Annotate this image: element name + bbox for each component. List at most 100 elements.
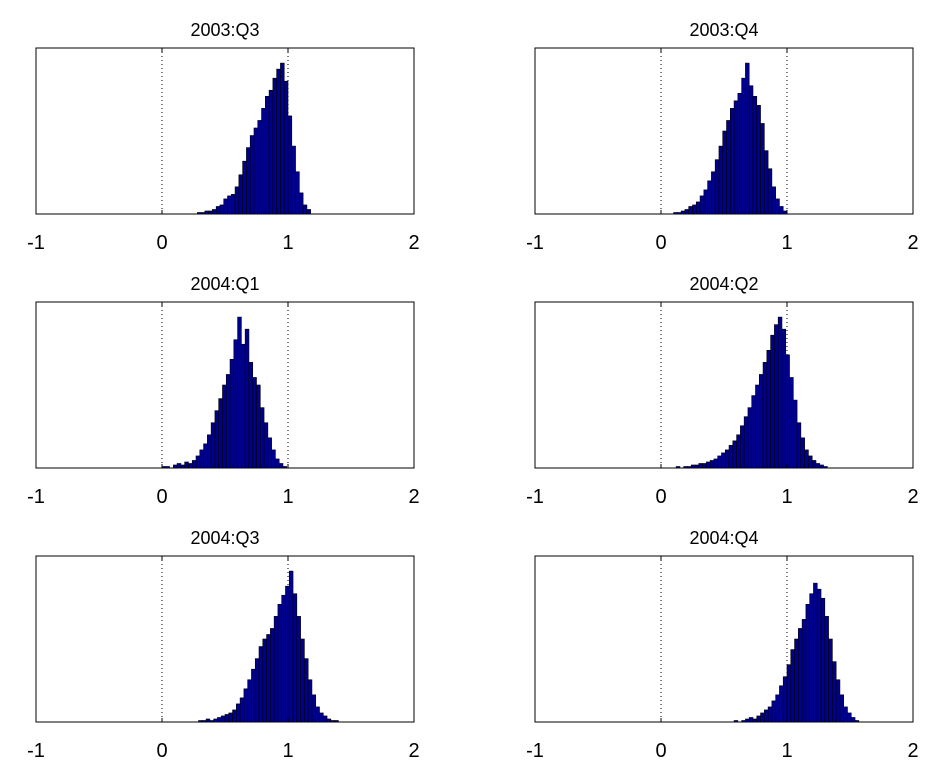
histogram-bar: [207, 434, 212, 469]
histogram-bar: [200, 212, 206, 215]
histogram-bar: [820, 597, 826, 723]
histogram-bar: [811, 460, 817, 469]
histogram-bar: [832, 661, 837, 723]
histogram-bar: [823, 466, 828, 469]
histogram-bar: [782, 676, 788, 723]
histogram-bar: [196, 212, 202, 215]
histogram-bar: [786, 664, 792, 723]
histogram-bar: [285, 585, 290, 723]
histogram-bar: [225, 374, 231, 469]
histogram-bar: [692, 204, 697, 215]
histogram-bar: [714, 159, 720, 215]
histogram-bar: [718, 145, 724, 215]
histogram-bar: [315, 706, 320, 723]
histogram-bar: [828, 638, 833, 723]
histogram-bar: [277, 603, 283, 723]
x-tick-label: 2: [408, 740, 419, 762]
histogram-bar: [267, 437, 272, 469]
histogram-bar: [758, 374, 764, 469]
panel-title: 2003:Q3: [190, 20, 259, 40]
histogram-bar: [766, 349, 771, 469]
histogram-bar: [273, 616, 279, 723]
histogram-bar: [252, 377, 257, 469]
histogram-bar: [698, 463, 703, 469]
histogram-bar: [322, 715, 328, 723]
histogram-bar: [300, 638, 305, 723]
histogram-bar: [796, 422, 802, 469]
histogram-bar: [334, 720, 339, 723]
histogram-bar: [258, 646, 264, 723]
x-tick-label: -1: [526, 486, 544, 508]
histogram-bar: [198, 720, 203, 723]
histogram-bar: [228, 712, 233, 723]
histogram-bar: [702, 463, 707, 469]
histogram-bar: [266, 634, 271, 723]
panel-title: 2004:Q4: [689, 528, 758, 548]
histogram-bar: [789, 377, 794, 469]
axes-box: [534, 301, 914, 469]
histogram-bar: [798, 628, 803, 723]
histogram-bar: [687, 466, 692, 469]
histogram-bar: [176, 463, 182, 469]
histogram-bar: [794, 638, 799, 723]
histogram-bar: [259, 407, 265, 469]
histogram-bar: [726, 120, 731, 215]
histogram-bar: [800, 437, 805, 469]
histogram-bar: [270, 628, 275, 723]
histogram-bar: [751, 395, 756, 469]
histogram-bar: [165, 466, 170, 469]
histogram-bar: [745, 62, 750, 215]
histogram-bar: [694, 464, 700, 469]
histogram-bar: [299, 192, 304, 215]
histogram-bar: [839, 694, 844, 723]
histogram-bar: [246, 147, 251, 215]
x-tick-label: 2: [907, 232, 918, 254]
histogram-bar: [770, 334, 775, 469]
histogram-bar: [241, 343, 246, 469]
histogram-bar: [180, 464, 185, 469]
histogram-bar: [741, 720, 746, 723]
histogram-bar: [232, 709, 237, 723]
histogram-bar: [319, 712, 324, 723]
histogram-bar: [287, 115, 293, 215]
histogram-bar: [755, 384, 760, 469]
histogram-bar: [263, 422, 269, 469]
histogram-bar: [680, 210, 686, 215]
histogram-bar: [736, 434, 741, 469]
histogram-bar: [271, 449, 276, 469]
histogram-bar: [688, 206, 693, 215]
histogram-bar: [247, 679, 252, 723]
histogram-bar: [801, 619, 807, 723]
histogram-bar: [711, 171, 716, 215]
x-tick-label: 0: [655, 232, 666, 254]
histogram-bar: [205, 718, 211, 723]
histogram-bar: [756, 105, 761, 215]
histogram-bar: [222, 384, 227, 469]
histogram-bar: [276, 68, 281, 215]
histogram-bar: [743, 416, 749, 469]
histogram-bar: [272, 77, 277, 215]
histogram-bar: [283, 80, 289, 215]
histogram-bar: [771, 186, 776, 215]
x-tick-label: -1: [27, 486, 45, 508]
histogram-bar: [291, 145, 296, 215]
histogram-bar: [195, 455, 201, 469]
histogram-bar: [223, 198, 228, 215]
histogram-bar: [237, 316, 242, 469]
histogram-bar: [843, 706, 848, 723]
histogram-bar: [760, 123, 765, 215]
x-tick-label: 2: [408, 232, 419, 254]
histogram-bar: [699, 195, 705, 215]
histogram-bar: [847, 712, 852, 723]
histogram-bar: [792, 399, 798, 469]
histogram-bar: [184, 461, 189, 469]
histogram-bar: [813, 582, 818, 723]
histogram-bar: [808, 455, 813, 469]
histogram-bar: [188, 463, 193, 469]
histogram-bar: [199, 449, 204, 469]
histogram-bar: [809, 593, 814, 723]
histogram-bar: [280, 62, 285, 215]
axes-box: [534, 555, 914, 723]
histogram-bar: [210, 422, 216, 469]
histogram-bar: [805, 603, 810, 723]
